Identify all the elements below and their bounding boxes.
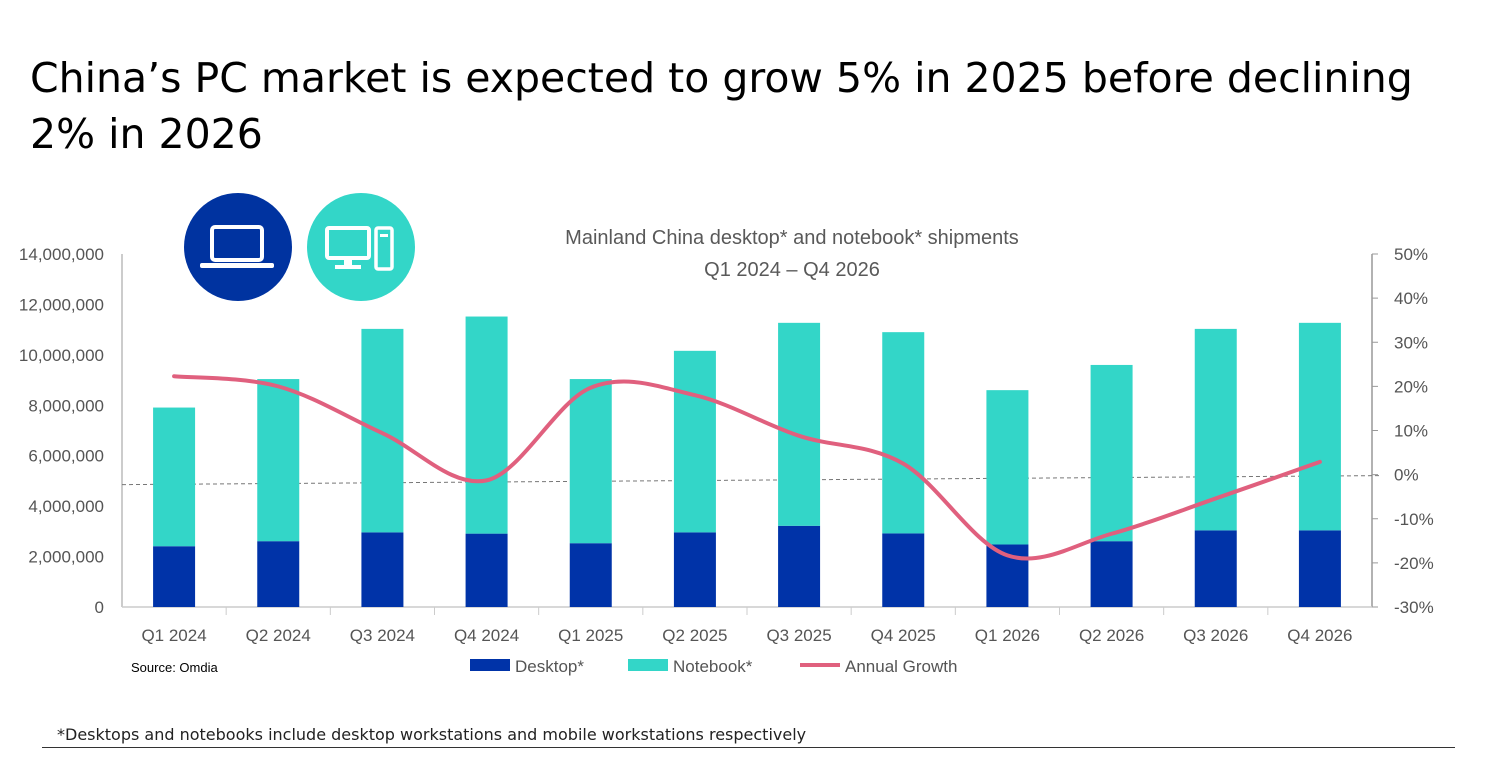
y-right-tick-label: 10% [1394, 422, 1428, 441]
bar-desktop [778, 525, 821, 607]
legend-swatch-desktop [470, 659, 510, 671]
y-left-tick-label: 10,000,000 [19, 346, 104, 365]
y-left-tick-label: 12,000,000 [19, 295, 104, 314]
bar-notebook [882, 332, 925, 534]
growth-line [172, 374, 1322, 561]
bar-notebook [673, 350, 716, 533]
footnote: *Desktops and notebooks include desktop … [57, 725, 807, 744]
y-left-tick-label: 6,000,000 [28, 447, 104, 466]
y-right-tick-label: 40% [1394, 289, 1428, 308]
x-tick-label: Q3 2025 [766, 626, 831, 645]
bar-desktop [569, 543, 612, 607]
legend-label-notebook: Notebook* [673, 657, 753, 676]
bar-desktop [673, 532, 716, 607]
chart-title: Mainland China desktop* and notebook* sh… [565, 227, 1019, 249]
legend-swatch-notebook [628, 659, 668, 671]
y-left-tick-label: 0 [95, 598, 104, 617]
zero-growth-line [121, 475, 1381, 486]
bar-notebook [1298, 322, 1341, 531]
y-right-tick-label: -30% [1394, 598, 1434, 617]
footnote-divider [42, 747, 1455, 748]
legend: Desktop* Notebook* Annual Growth [470, 657, 957, 676]
bar-notebook [778, 322, 821, 526]
x-tick-label: Q3 2024 [350, 626, 415, 645]
x-tick-label: Q4 2026 [1287, 626, 1352, 645]
bar-notebook [361, 328, 404, 533]
y-left-tick-label: 14,000,000 [19, 245, 104, 264]
y-left-tick-label: 4,000,000 [28, 497, 104, 516]
y-right-tick-label: 50% [1394, 245, 1428, 264]
bar-notebook [569, 379, 612, 544]
x-tick-label: Q2 2025 [662, 626, 727, 645]
x-tick-label: Q3 2026 [1183, 626, 1248, 645]
bar-notebook [986, 390, 1029, 545]
bar-notebook [153, 407, 196, 547]
bar-desktop [465, 533, 508, 607]
x-tick-label: Q4 2025 [871, 626, 936, 645]
laptop-icon [184, 193, 292, 301]
bar-desktop [361, 532, 404, 607]
y-left-tick-label: 2,000,000 [28, 548, 104, 567]
x-tick-label: Q1 2025 [558, 626, 623, 645]
bar-notebook [257, 379, 300, 542]
desktop-computer-icon [307, 193, 415, 301]
bar-desktop [257, 541, 300, 607]
y-left-tick-label: 8,000,000 [28, 396, 104, 415]
source-note: Source: Omdia [131, 660, 218, 675]
y-right-tick-label: -20% [1394, 554, 1434, 573]
chart-subtitle: Q1 2024 – Q4 2026 [704, 259, 880, 281]
y-right-tick-label: 30% [1394, 333, 1428, 352]
x-tick-label: Q1 2026 [975, 626, 1040, 645]
y-right-tick-label: -10% [1394, 510, 1434, 529]
x-tick-label: Q1 2024 [141, 626, 206, 645]
bar-desktop [1298, 530, 1341, 607]
y-right-tick-label: 0% [1394, 466, 1419, 485]
x-tick-label: Q2 2024 [246, 626, 311, 645]
bar-desktop [153, 546, 196, 607]
bar-desktop [1194, 530, 1237, 607]
bar-notebook [1090, 364, 1133, 542]
x-tick-label: Q2 2026 [1079, 626, 1144, 645]
x-tick-label: Q4 2024 [454, 626, 519, 645]
bar-notebook [465, 316, 508, 534]
legend-label-growth: Annual Growth [845, 657, 957, 676]
y-right-tick-label: 20% [1394, 377, 1428, 396]
bar-desktop [1090, 541, 1133, 607]
headline: China’s PC market is expected to grow 5%… [30, 54, 1413, 158]
legend-label-desktop: Desktop* [515, 657, 584, 676]
bar-desktop [882, 533, 925, 607]
